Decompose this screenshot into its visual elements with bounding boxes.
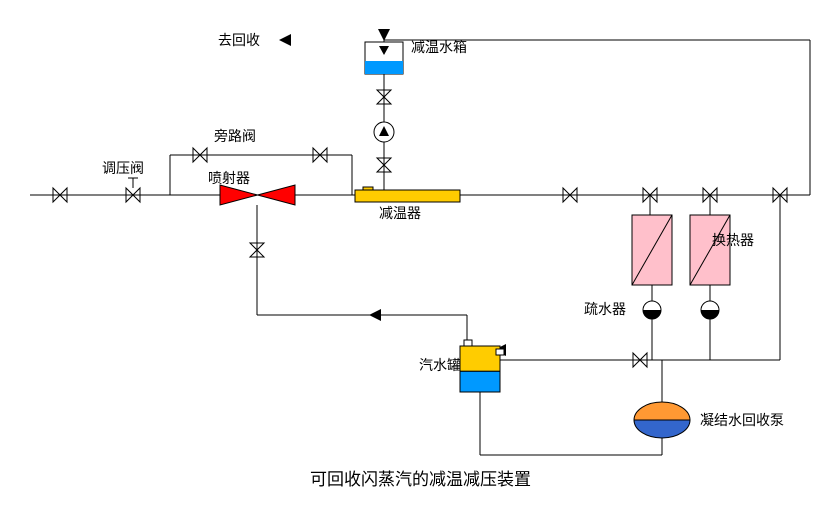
label-to_recovery: 去回收: [218, 32, 260, 48]
label-cond_pump: 凝结水回收泵: [700, 412, 784, 428]
label-cooling_tank: 减温水箱: [411, 39, 467, 55]
label-hx: 换热器: [712, 232, 754, 248]
desuperheater-port: [363, 187, 373, 190]
desuperheater: [355, 190, 460, 202]
label-title: 可回收闪蒸汽的减温减压装置: [310, 470, 531, 489]
flash-tank-vent: [464, 340, 472, 346]
flash-tank-bottom: [460, 371, 500, 392]
label-ejector: 喷射器: [208, 170, 250, 186]
flash-tank-top: [460, 346, 500, 371]
label-prv: 调压阀: [102, 160, 144, 176]
label-trap: 疏水器: [584, 301, 626, 317]
cooling-tank-water: [365, 61, 403, 74]
label-bypass_valve: 旁路阀: [214, 128, 256, 144]
label-flash_tank: 汽水罐: [419, 357, 461, 373]
flash-tank-inlet: [496, 349, 504, 355]
label-desuperheater: 减温器: [379, 205, 421, 221]
